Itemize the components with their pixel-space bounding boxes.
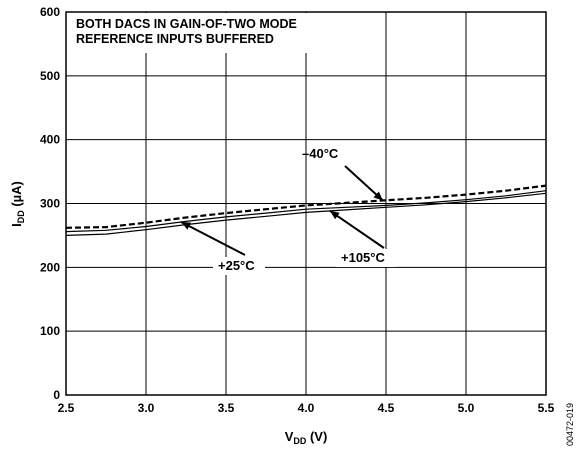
series-line-0 xyxy=(65,184,547,229)
y-axis-title: IDD (µA) xyxy=(9,181,26,227)
x-tick-label: 3.5 xyxy=(218,401,235,415)
x-tick-label: 5.5 xyxy=(538,401,555,415)
y-tick-label: 500 xyxy=(40,69,60,83)
plot-frame xyxy=(65,11,547,396)
annotation-bg-1 xyxy=(213,257,265,275)
annotation-label-1: +25°C xyxy=(218,258,255,273)
annotation-leader-1 xyxy=(180,221,246,256)
annotation-bg-2 xyxy=(336,249,396,267)
annotation-leader-2 xyxy=(329,210,385,249)
annotation-label-0: –40°C xyxy=(302,146,339,161)
annotation-label-2: +105°C xyxy=(341,250,385,265)
annotation-arrowhead-0 xyxy=(373,191,383,201)
x-tick-label: 4.5 xyxy=(378,401,395,415)
y-tick-label: 300 xyxy=(40,197,60,211)
x-tick-label: 4.0 xyxy=(298,401,315,415)
y-tick-label: 600 xyxy=(40,5,60,19)
x-tick-label: 3.0 xyxy=(138,401,155,415)
x-tick-label: 5.0 xyxy=(458,401,475,415)
annotation-arrowhead-1 xyxy=(181,221,192,230)
series-line-2 xyxy=(65,192,547,236)
annotation-layer: –40°C +25°C +105°C xyxy=(180,146,396,275)
annotation-arrowhead-2 xyxy=(330,210,340,220)
x-tick-label: 2.5 xyxy=(58,401,75,415)
note-box xyxy=(67,13,357,53)
tick-layer: 2.5 3.0 3.5 4.0 4.5 5.0 5.5 0 100 200 300 400 500 600 xyxy=(40,5,555,415)
series-layer xyxy=(65,184,547,236)
x-axis-title: VDD (V) xyxy=(285,429,328,446)
series-line-1 xyxy=(65,190,547,233)
y-tick-label: 400 xyxy=(40,133,60,147)
note-line-1: BOTH DACS IN GAIN-OF-TWO MODE xyxy=(76,17,297,31)
y-tick-label: 200 xyxy=(40,260,60,274)
y-tick-label: 0 xyxy=(53,388,60,402)
figure-id: 00472-019 xyxy=(565,403,575,446)
note-line-2: REFERENCE INPUTS BUFFERED xyxy=(76,32,274,46)
y-tick-label: 100 xyxy=(40,324,60,338)
grid xyxy=(65,11,547,396)
